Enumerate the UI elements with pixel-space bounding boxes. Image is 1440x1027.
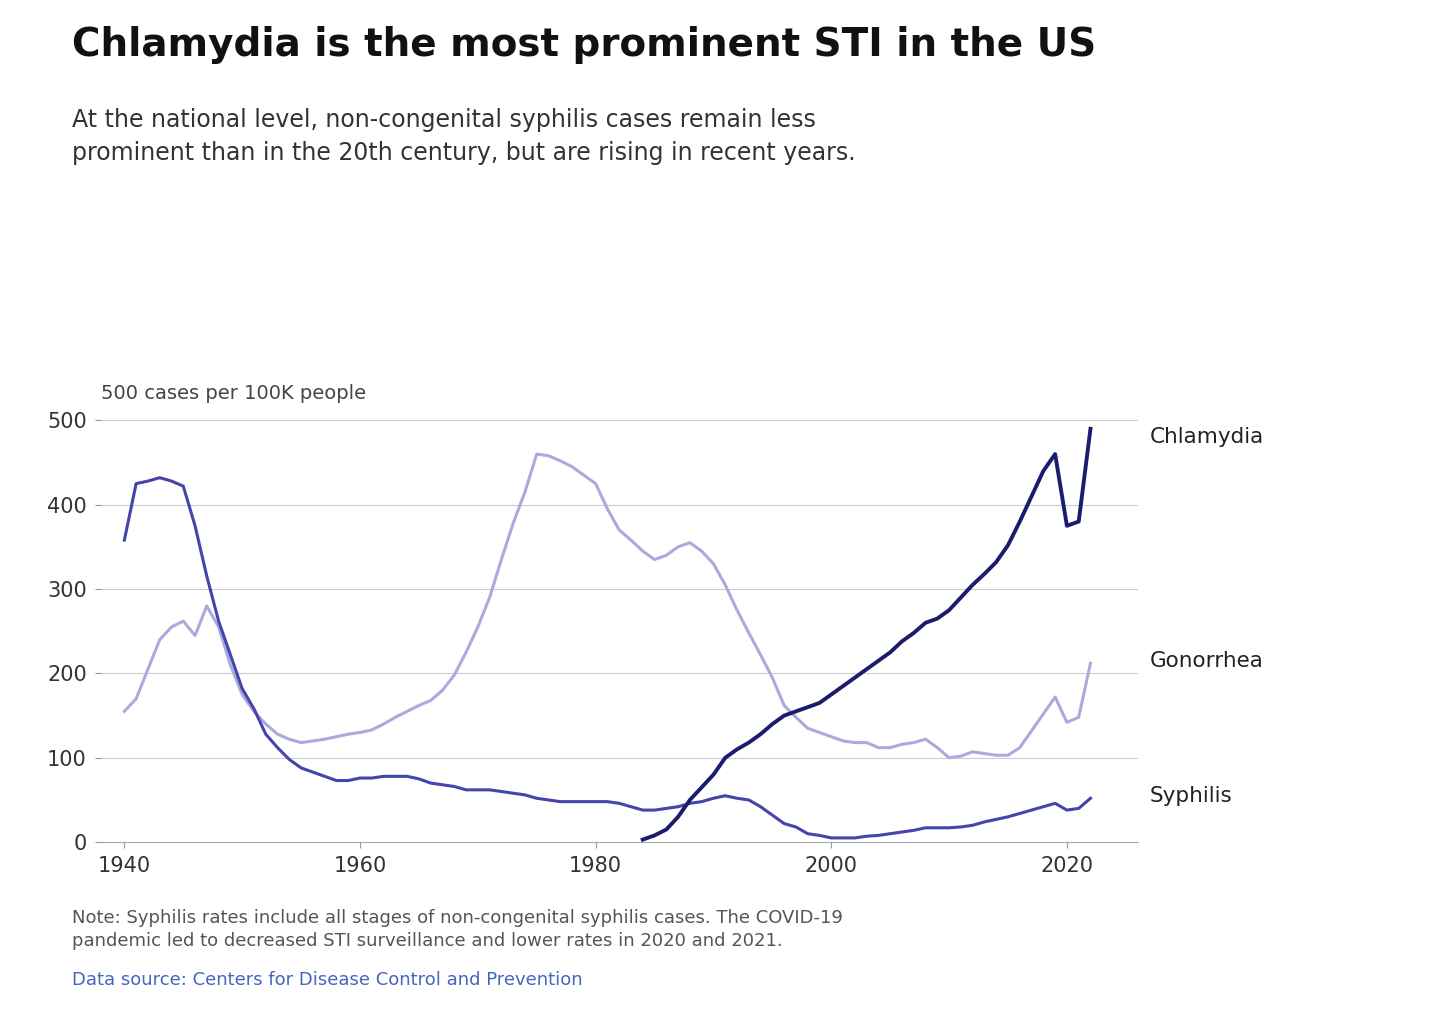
Text: Data source: Centers for Disease Control and Prevention: Data source: Centers for Disease Control… [72,971,583,989]
Text: At the national level, non-congenital syphilis cases remain less
prominent than : At the national level, non-congenital sy… [72,108,855,165]
Text: Gonorrhea: Gonorrhea [1149,651,1263,671]
Text: 500 cases per 100K people: 500 cases per 100K people [101,384,366,404]
Text: Chlamydia: Chlamydia [1149,427,1264,447]
Text: Syphilis: Syphilis [1149,786,1233,806]
Text: Chlamydia is the most prominent STI in the US: Chlamydia is the most prominent STI in t… [72,26,1096,64]
Text: Note: Syphilis rates include all stages of non-congenital syphilis cases. The CO: Note: Syphilis rates include all stages … [72,909,842,951]
